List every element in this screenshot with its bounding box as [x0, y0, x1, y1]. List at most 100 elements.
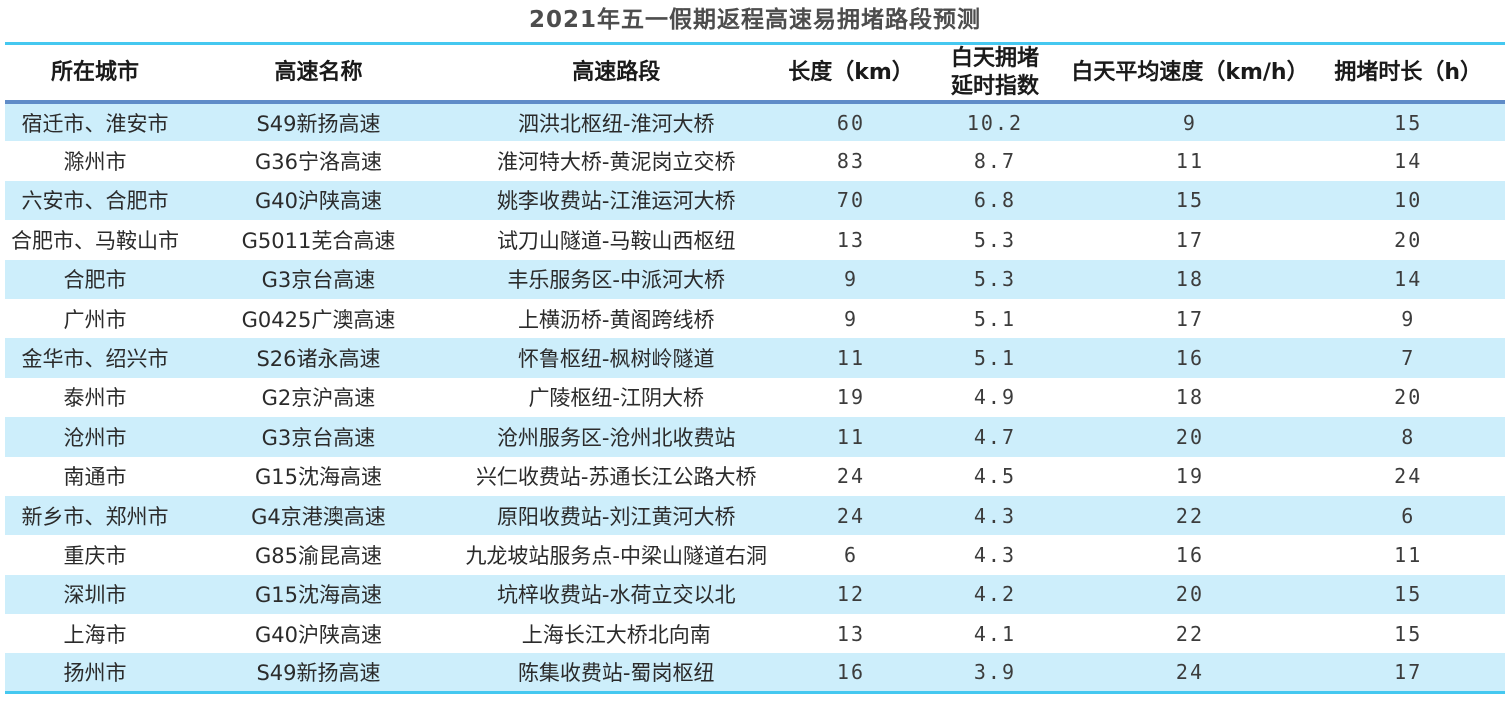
table-cell-text: 丰乐服务区-中派河大桥 — [507, 268, 726, 293]
table-cell-number: 24 — [1175, 660, 1204, 685]
table-cell-number: 16 — [836, 660, 866, 685]
table-cell-number: 13 — [836, 227, 866, 252]
table-cell-text: G15沈海高速 — [254, 583, 382, 608]
table-cell-text: G5011芜合高速 — [241, 228, 396, 253]
column-header-highway-name: 高速名称 — [274, 59, 363, 85]
table-cell-number: 5.3 — [973, 267, 1017, 292]
table-cell-text: 合肥市 — [63, 268, 127, 293]
table-cell-number: 6.8 — [973, 188, 1017, 213]
table-cell-number: 19 — [836, 385, 866, 410]
table-cell-number: 9 — [843, 267, 858, 292]
table-cell-number: 11 — [1394, 542, 1423, 567]
table-body: 宿迁市、淮安市 S49新扬高速 泗洪北枢纽-淮河大桥 60 10.2 9 15 滁州市 G36宁… — [5, 102, 1505, 693]
table-cell-number: 6 — [843, 542, 858, 567]
column-header-highway-section: 高速路段 — [572, 59, 661, 85]
table-cell-text: 沧州市 — [63, 425, 127, 450]
table-cell-text: 新乡市、郑州市 — [21, 504, 169, 529]
table-cell-text: G36宁洛高速 — [254, 150, 382, 175]
table-row: 广州市 G0425广澳高速 上横沥桥-黄阁跨线桥 9 5.1 17 9 — [5, 298, 1505, 339]
table-row: 南通市 G15沈海高速 兴仁收费站-苏通长江公路大桥 24 4.5 19 24 — [5, 456, 1505, 496]
table-cell-number: 10.2 — [966, 110, 1024, 135]
table-cell-number: 24 — [1394, 464, 1423, 489]
table-cell-number: 17 — [1175, 306, 1204, 331]
table-cell-number: 18 — [1175, 267, 1204, 292]
table-cell-number: 12 — [836, 582, 866, 607]
table-cell-text: G2京沪高速 — [261, 386, 376, 411]
table-cell-number: 14 — [1394, 149, 1423, 174]
table-cell-text: 扬州市 — [63, 661, 127, 686]
table-header: 所在城市 高速名称 高速路段 长度（km） 白天拥堵 延时指数 白天平均速度（k… — [5, 43, 1505, 102]
table-cell-number: 19 — [1175, 464, 1204, 489]
table-cell-number: 4.1 — [973, 621, 1017, 646]
column-header-avg-speed: 白天平均速度（km/h） — [1071, 59, 1309, 85]
table-cell-text: 重庆市 — [63, 543, 127, 568]
table-cell-number: 70 — [836, 188, 866, 213]
table-cell-text: 滁州市 — [63, 150, 127, 175]
table-cell-number: 5.1 — [973, 346, 1017, 371]
table-cell-number: 16 — [1175, 542, 1204, 567]
table-cell-number: 8 — [1401, 424, 1416, 449]
table-cell-text: 怀鲁枢纽-枫树岭隧道 — [517, 347, 715, 372]
table-cell-number: 15 — [1394, 582, 1423, 607]
table-row: 宿迁市、淮安市 S49新扬高速 泗洪北枢纽-淮河大桥 60 10.2 9 15 — [5, 102, 1505, 142]
table-cell-text: G0425广澳高速 — [241, 307, 396, 332]
table-cell-number: 14 — [1394, 267, 1423, 292]
column-header-congestion-hours: 拥堵时长（h） — [1334, 59, 1483, 85]
table-cell-number: 3.9 — [973, 660, 1017, 685]
congestion-table: 所在城市 高速名称 高速路段 长度（km） 白天拥堵 延时指数 白天平均速度（k… — [5, 42, 1505, 695]
table-row: 合肥市 G3京台高速 丰乐服务区-中派河大桥 9 5.3 18 14 — [5, 259, 1505, 299]
table-cell-text: G3京台高速 — [261, 425, 376, 450]
table-header-row: 所在城市 高速名称 高速路段 长度（km） 白天拥堵 延时指数 白天平均速度（k… — [5, 43, 1505, 102]
table-cell-text: 广陵枢纽-江阴大桥 — [528, 386, 705, 411]
table-cell-text: 陈集收费站-蜀岗枢纽 — [517, 661, 715, 686]
table-cell-text: G85渝昆高速 — [254, 543, 382, 568]
table-row: 沧州市 G3京台高速 沧州服务区-沧州北收费站 11 4.7 20 8 — [5, 417, 1505, 457]
table-cell-number: 13 — [836, 621, 866, 646]
table-cell-number: 8.7 — [973, 149, 1017, 174]
table-cell-text: S26诸永高速 — [256, 347, 381, 372]
table-cell-text: S49新扬高速 — [256, 111, 381, 136]
table-cell-number: 60 — [836, 110, 866, 135]
table-cell-number: 10 — [1394, 188, 1423, 213]
table-cell-text: G4京港澳高速 — [251, 504, 386, 529]
table-row: 扬州市 S49新扬高速 陈集收费站-蜀岗枢纽 16 3.9 24 17 — [5, 653, 1505, 693]
table-cell-text: 原阳收费站-刘江黄河大桥 — [496, 504, 736, 529]
table-cell-number: 7 — [1401, 346, 1416, 371]
table-cell-text: 姚李收费站-江淮运河大桥 — [496, 189, 736, 214]
table-row: 深圳市 G15沈海高速 坑梓收费站-水荷立交以北 12 4.2 20 15 — [5, 574, 1505, 615]
table-cell-text: 深圳市 — [63, 583, 127, 608]
table-cell-text: 宿迁市、淮安市 — [21, 111, 169, 136]
table-cell-number: 17 — [1175, 227, 1204, 252]
table-cell-number: 11 — [836, 346, 866, 371]
table-row: 上海市 G40沪陕高速 上海长江大桥北向南 13 4.1 22 15 — [5, 614, 1505, 654]
table-cell-text: 广州市 — [63, 307, 127, 332]
table-cell-number: 15 — [1394, 621, 1423, 646]
table-cell-text: G40沪陕高速 — [254, 622, 382, 647]
table-row: 六安市、合肥市 G40沪陕高速 姚李收费站-江淮运河大桥 70 6.8 15 10 — [5, 180, 1505, 221]
table-cell-number: 20 — [1394, 227, 1423, 252]
table-cell-number: 15 — [1175, 188, 1204, 213]
table-row: 重庆市 G85渝昆高速 九龙坡站服务点-中梁山隧道右洞 6 4.3 16 11 — [5, 535, 1505, 575]
table-cell-number: 4.9 — [973, 385, 1017, 410]
page-title: 2021年五一假期返程高速易拥堵路段预测 — [528, 7, 981, 33]
table-cell-text: 南通市 — [63, 465, 127, 490]
table-row: 合肥市、马鞍山市 G5011芜合高速 试刀山隧道-马鞍山西枢纽 13 5.3 17 20 — [5, 220, 1505, 260]
table-cell-number: 16 — [1175, 346, 1204, 371]
table-cell-text: 金华市、绍兴市 — [21, 347, 169, 372]
table-cell-number: 20 — [1175, 424, 1204, 449]
table-cell-text: 合肥市、马鞍山市 — [10, 228, 179, 253]
table-cell-number: 17 — [1394, 660, 1423, 685]
table-cell-number: 22 — [1175, 621, 1204, 646]
table-cell-text: S49新扬高速 — [256, 661, 381, 686]
table-cell-number: 11 — [1175, 149, 1204, 174]
table-cell-text: 九龙坡站服务点-中梁山隧道右洞 — [465, 543, 768, 568]
table-cell-number: 4.3 — [973, 542, 1017, 567]
table-cell-text: 上海长江大桥北向南 — [521, 622, 711, 647]
table-cell-text: 试刀山隧道-马鞍山西枢纽 — [496, 228, 736, 253]
table-cell-number: 24 — [836, 464, 866, 489]
table-cell-number: 24 — [836, 503, 866, 528]
table-cell-text: 上横沥桥-黄阁跨线桥 — [517, 307, 715, 332]
table-cell-text: G40沪陕高速 — [254, 189, 382, 214]
table-cell-number: 20 — [1175, 582, 1204, 607]
table-row: 新乡市、郑州市 G4京港澳高速 原阳收费站-刘江黄河大桥 24 4.3 22 6 — [5, 495, 1505, 536]
